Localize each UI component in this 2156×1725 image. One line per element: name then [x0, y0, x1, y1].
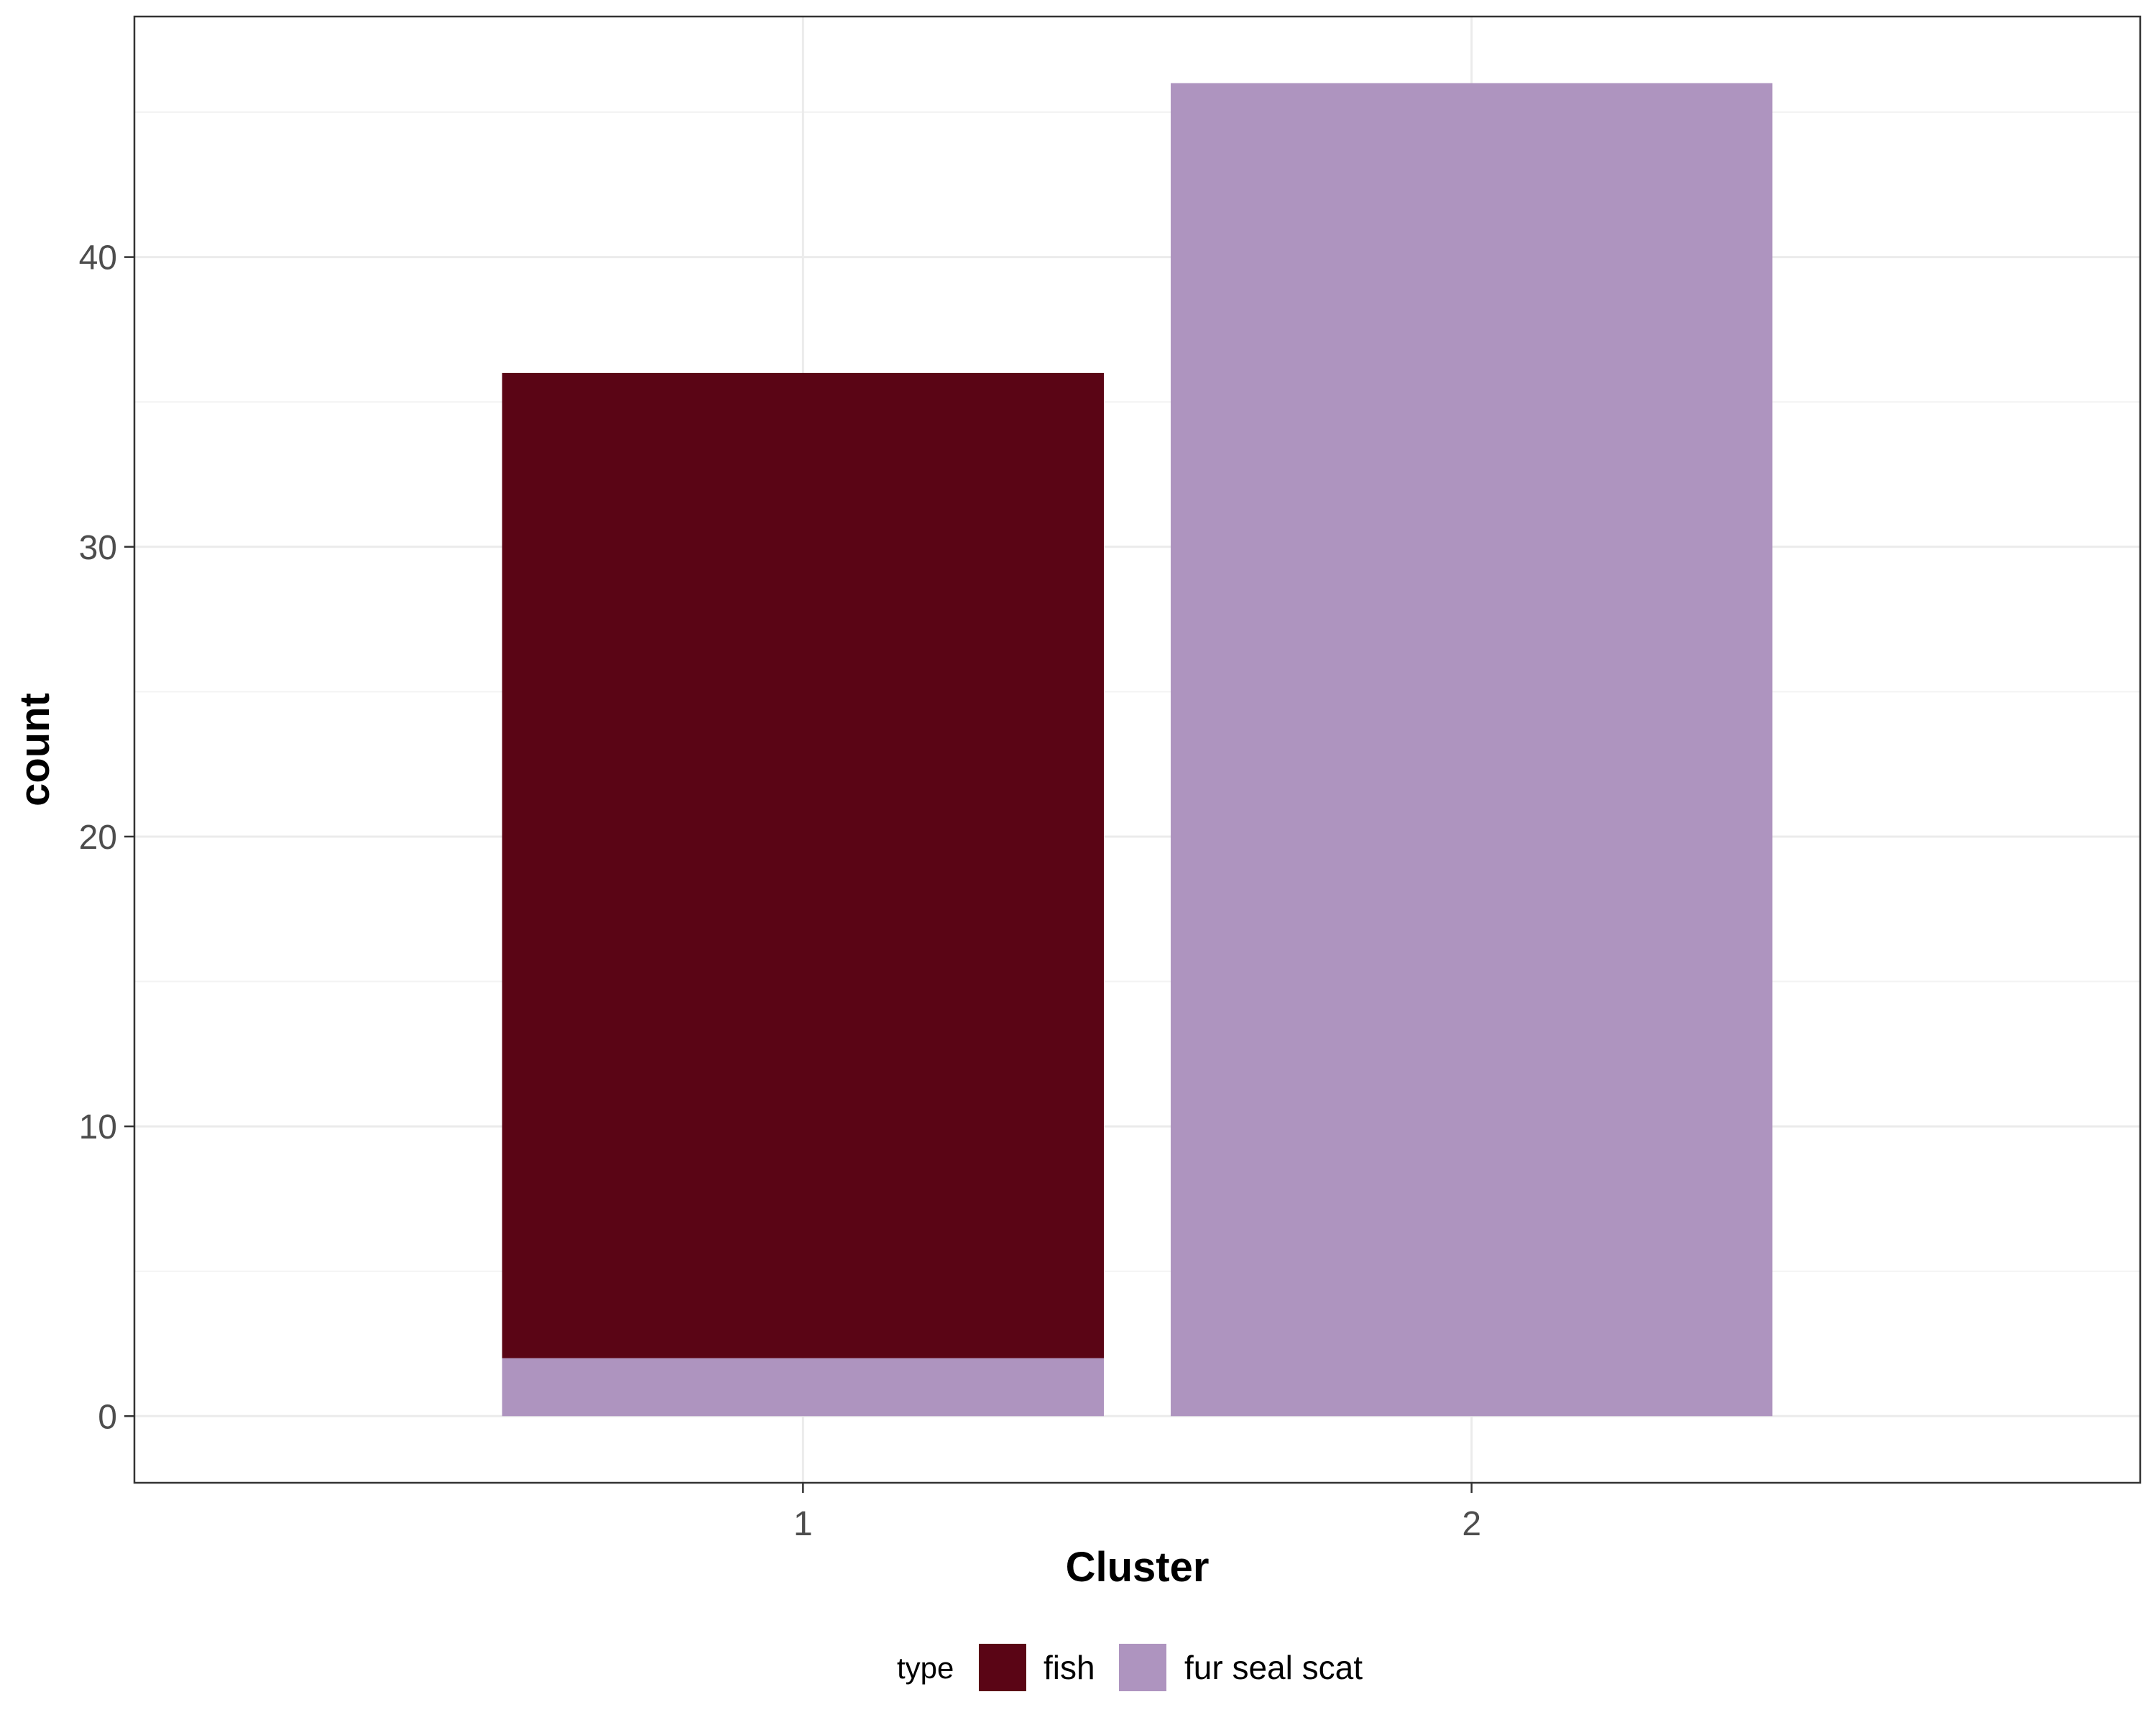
legend-key-fur-seal-scat	[1119, 1644, 1166, 1691]
legend-label-fur-seal-scat: fur seal scat	[1184, 1649, 1363, 1686]
x-axis-title: Cluster	[1066, 1544, 1210, 1591]
y-tick-label: 20	[79, 819, 117, 857]
bars	[502, 83, 1773, 1417]
bar-cluster-1-fur-seal-scat	[502, 1358, 1104, 1417]
legend-title: type	[897, 1651, 954, 1685]
bar-cluster-1-fish	[502, 372, 1104, 1358]
y-tick-label: 40	[79, 239, 117, 277]
x-tick-label: 2	[1462, 1505, 1481, 1543]
x-tick-label: 1	[793, 1505, 813, 1543]
legend: type fish fur seal scat	[897, 1644, 1363, 1691]
y-tick-label: 0	[98, 1398, 117, 1436]
axes: 0 10 20 30 40 1 2	[79, 239, 1481, 1543]
y-axis-title: count	[11, 693, 58, 806]
panel-border	[133, 15, 2142, 1484]
legend-label-fish: fish	[1044, 1649, 1095, 1686]
y-tick-label: 30	[79, 529, 117, 567]
legend-key-fish	[979, 1644, 1026, 1691]
bar-cluster-2-fur-seal-scat	[1171, 83, 1773, 1417]
y-tick-label: 10	[79, 1108, 117, 1146]
